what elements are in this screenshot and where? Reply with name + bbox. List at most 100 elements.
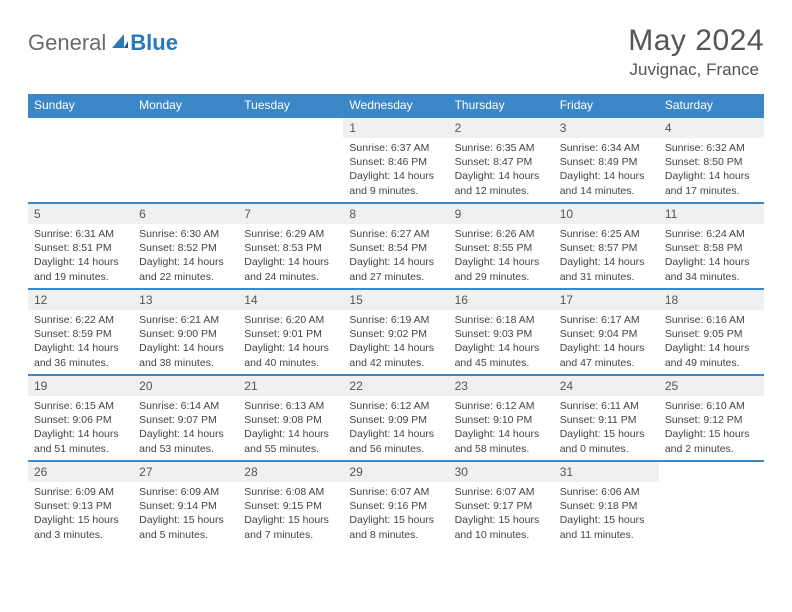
day-number: 13: [133, 290, 238, 310]
day-info: Sunrise: 6:29 AMSunset: 8:53 PMDaylight:…: [238, 224, 343, 288]
day-number: 26: [28, 462, 133, 482]
day-info: Sunrise: 6:12 AMSunset: 9:10 PMDaylight:…: [449, 396, 554, 460]
day-info: Sunrise: 6:30 AMSunset: 8:52 PMDaylight:…: [133, 224, 238, 288]
calendar-week: 1Sunrise: 6:37 AMSunset: 8:46 PMDaylight…: [28, 117, 764, 203]
day-number: 3: [554, 118, 659, 138]
day-info: Sunrise: 6:09 AMSunset: 9:13 PMDaylight:…: [28, 482, 133, 546]
day-number: 23: [449, 376, 554, 396]
calendar-cell: [659, 461, 764, 547]
day-number: 25: [659, 376, 764, 396]
calendar-cell: [28, 117, 133, 203]
calendar-cell: 10Sunrise: 6:25 AMSunset: 8:57 PMDayligh…: [554, 203, 659, 289]
day-number: 10: [554, 204, 659, 224]
day-header: Saturday: [659, 94, 764, 117]
calendar-cell: 30Sunrise: 6:07 AMSunset: 9:17 PMDayligh…: [449, 461, 554, 547]
day-info: Sunrise: 6:10 AMSunset: 9:12 PMDaylight:…: [659, 396, 764, 460]
calendar-body: 1Sunrise: 6:37 AMSunset: 8:46 PMDaylight…: [28, 117, 764, 547]
day-number: 29: [343, 462, 448, 482]
day-header: Tuesday: [238, 94, 343, 117]
day-number: 14: [238, 290, 343, 310]
calendar-cell: 16Sunrise: 6:18 AMSunset: 9:03 PMDayligh…: [449, 289, 554, 375]
calendar-week: 19Sunrise: 6:15 AMSunset: 9:06 PMDayligh…: [28, 375, 764, 461]
day-number: 21: [238, 376, 343, 396]
day-info: Sunrise: 6:26 AMSunset: 8:55 PMDaylight:…: [449, 224, 554, 288]
day-header: Sunday: [28, 94, 133, 117]
day-number: 19: [28, 376, 133, 396]
calendar-cell: 6Sunrise: 6:30 AMSunset: 8:52 PMDaylight…: [133, 203, 238, 289]
day-info: Sunrise: 6:07 AMSunset: 9:17 PMDaylight:…: [449, 482, 554, 546]
day-info: Sunrise: 6:20 AMSunset: 9:01 PMDaylight:…: [238, 310, 343, 374]
calendar-cell: [238, 117, 343, 203]
calendar-cell: 7Sunrise: 6:29 AMSunset: 8:53 PMDaylight…: [238, 203, 343, 289]
day-number: 2: [449, 118, 554, 138]
day-info: Sunrise: 6:37 AMSunset: 8:46 PMDaylight:…: [343, 138, 448, 202]
calendar-cell: 14Sunrise: 6:20 AMSunset: 9:01 PMDayligh…: [238, 289, 343, 375]
day-number: 20: [133, 376, 238, 396]
calendar-cell: 12Sunrise: 6:22 AMSunset: 8:59 PMDayligh…: [28, 289, 133, 375]
day-info: Sunrise: 6:09 AMSunset: 9:14 PMDaylight:…: [133, 482, 238, 546]
calendar-cell: 21Sunrise: 6:13 AMSunset: 9:08 PMDayligh…: [238, 375, 343, 461]
day-number: 12: [28, 290, 133, 310]
calendar-cell: 19Sunrise: 6:15 AMSunset: 9:06 PMDayligh…: [28, 375, 133, 461]
day-number: 30: [449, 462, 554, 482]
calendar-cell: 17Sunrise: 6:17 AMSunset: 9:04 PMDayligh…: [554, 289, 659, 375]
calendar-cell: 18Sunrise: 6:16 AMSunset: 9:05 PMDayligh…: [659, 289, 764, 375]
calendar-cell: 25Sunrise: 6:10 AMSunset: 9:12 PMDayligh…: [659, 375, 764, 461]
day-info: Sunrise: 6:13 AMSunset: 9:08 PMDaylight:…: [238, 396, 343, 460]
calendar-cell: 31Sunrise: 6:06 AMSunset: 9:18 PMDayligh…: [554, 461, 659, 547]
day-number: 16: [449, 290, 554, 310]
calendar-cell: 20Sunrise: 6:14 AMSunset: 9:07 PMDayligh…: [133, 375, 238, 461]
day-info: Sunrise: 6:12 AMSunset: 9:09 PMDaylight:…: [343, 396, 448, 460]
day-info: Sunrise: 6:18 AMSunset: 9:03 PMDaylight:…: [449, 310, 554, 374]
calendar-cell: 27Sunrise: 6:09 AMSunset: 9:14 PMDayligh…: [133, 461, 238, 547]
calendar-cell: 8Sunrise: 6:27 AMSunset: 8:54 PMDaylight…: [343, 203, 448, 289]
day-info: Sunrise: 6:16 AMSunset: 9:05 PMDaylight:…: [659, 310, 764, 374]
title-block: May 2024 Juvignac, France: [628, 24, 764, 80]
calendar-cell: 15Sunrise: 6:19 AMSunset: 9:02 PMDayligh…: [343, 289, 448, 375]
calendar-cell: 24Sunrise: 6:11 AMSunset: 9:11 PMDayligh…: [554, 375, 659, 461]
day-number: 31: [554, 462, 659, 482]
day-info: Sunrise: 6:31 AMSunset: 8:51 PMDaylight:…: [28, 224, 133, 288]
calendar-cell: 13Sunrise: 6:21 AMSunset: 9:00 PMDayligh…: [133, 289, 238, 375]
calendar-week: 5Sunrise: 6:31 AMSunset: 8:51 PMDaylight…: [28, 203, 764, 289]
day-header: Thursday: [449, 94, 554, 117]
logo-text-general: General: [28, 30, 106, 56]
day-info: Sunrise: 6:11 AMSunset: 9:11 PMDaylight:…: [554, 396, 659, 460]
day-number: 18: [659, 290, 764, 310]
day-number: 5: [28, 204, 133, 224]
day-info: Sunrise: 6:27 AMSunset: 8:54 PMDaylight:…: [343, 224, 448, 288]
day-number: 27: [133, 462, 238, 482]
day-number: 24: [554, 376, 659, 396]
day-number: 28: [238, 462, 343, 482]
day-number: 22: [343, 376, 448, 396]
month-title: May 2024: [628, 24, 764, 58]
day-info: Sunrise: 6:22 AMSunset: 8:59 PMDaylight:…: [28, 310, 133, 374]
calendar-cell: 5Sunrise: 6:31 AMSunset: 8:51 PMDaylight…: [28, 203, 133, 289]
day-header: Monday: [133, 94, 238, 117]
calendar-cell: 1Sunrise: 6:37 AMSunset: 8:46 PMDaylight…: [343, 117, 448, 203]
day-info: Sunrise: 6:06 AMSunset: 9:18 PMDaylight:…: [554, 482, 659, 546]
day-info: Sunrise: 6:15 AMSunset: 9:06 PMDaylight:…: [28, 396, 133, 460]
day-number: 4: [659, 118, 764, 138]
day-number: 1: [343, 118, 448, 138]
calendar-cell: 4Sunrise: 6:32 AMSunset: 8:50 PMDaylight…: [659, 117, 764, 203]
logo-text-blue: Blue: [130, 30, 178, 56]
calendar-cell: 28Sunrise: 6:08 AMSunset: 9:15 PMDayligh…: [238, 461, 343, 547]
day-number: 17: [554, 290, 659, 310]
calendar-cell: 2Sunrise: 6:35 AMSunset: 8:47 PMDaylight…: [449, 117, 554, 203]
calendar-week: 26Sunrise: 6:09 AMSunset: 9:13 PMDayligh…: [28, 461, 764, 547]
calendar-cell: 23Sunrise: 6:12 AMSunset: 9:10 PMDayligh…: [449, 375, 554, 461]
day-header: Wednesday: [343, 94, 448, 117]
day-number: 9: [449, 204, 554, 224]
day-info: Sunrise: 6:19 AMSunset: 9:02 PMDaylight:…: [343, 310, 448, 374]
day-number: 6: [133, 204, 238, 224]
calendar-cell: 29Sunrise: 6:07 AMSunset: 9:16 PMDayligh…: [343, 461, 448, 547]
day-info: Sunrise: 6:24 AMSunset: 8:58 PMDaylight:…: [659, 224, 764, 288]
calendar-cell: 26Sunrise: 6:09 AMSunset: 9:13 PMDayligh…: [28, 461, 133, 547]
location: Juvignac, France: [628, 60, 764, 80]
day-number: 15: [343, 290, 448, 310]
day-info: Sunrise: 6:21 AMSunset: 9:00 PMDaylight:…: [133, 310, 238, 374]
day-info: Sunrise: 6:14 AMSunset: 9:07 PMDaylight:…: [133, 396, 238, 460]
day-number: 8: [343, 204, 448, 224]
day-header-row: SundayMondayTuesdayWednesdayThursdayFrid…: [28, 94, 764, 117]
